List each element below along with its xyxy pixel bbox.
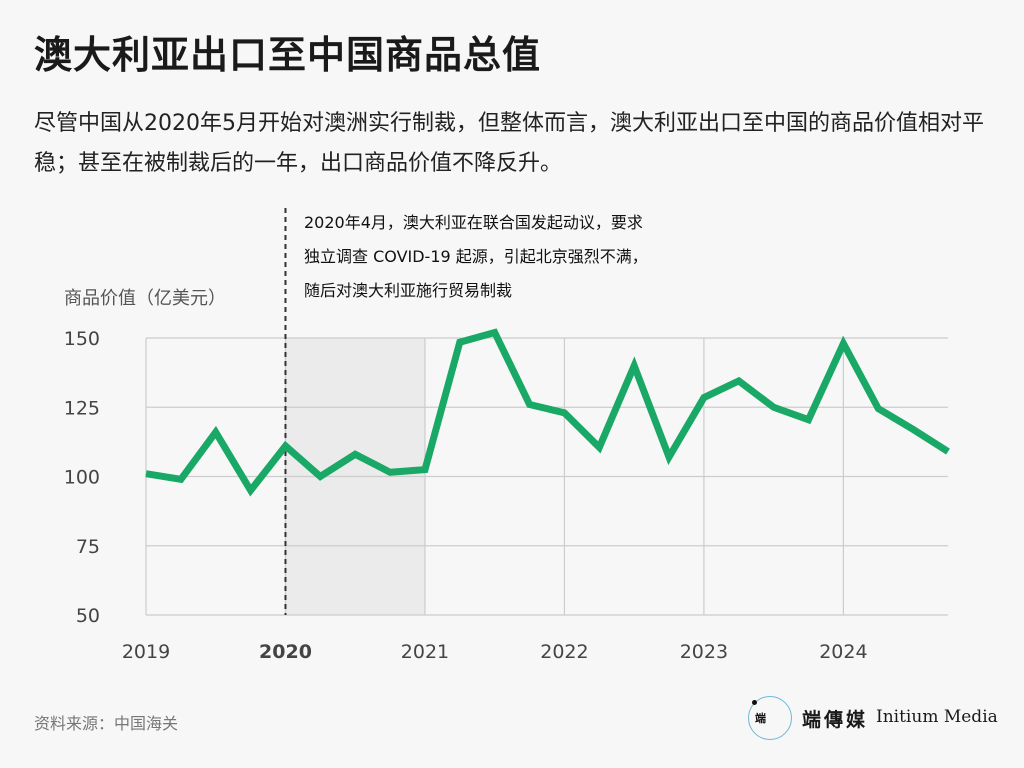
x-tick-label: 2019: [122, 641, 170, 663]
annotation-line: 独立调查 COVID-19 起源，引起北京强烈不满，: [304, 247, 648, 266]
source-note: 资料来源：中国海关: [34, 714, 179, 733]
y-tick-label: 150: [64, 328, 100, 350]
annotation-line: 随后对澳大利亚施行贸易制裁: [304, 281, 512, 300]
logo-glyph: 端: [755, 712, 766, 725]
y-tick-label: 75: [76, 536, 100, 558]
logo-dot-icon: [752, 700, 757, 705]
chart-subtitle: 尽管中国从2020年5月开始对澳洲实行制裁，但整体而言，澳大利亚出口至中国的商品…: [34, 111, 984, 176]
y-tick-label: 50: [76, 605, 100, 627]
x-tick-label: 2024: [819, 641, 867, 663]
x-tick-label: 2020: [259, 641, 312, 663]
x-tick-label: 2021: [401, 641, 449, 663]
initium-media-logo: 端 端傳媒 Initium Media: [728, 692, 1008, 744]
y-tick-label: 100: [64, 467, 100, 489]
x-tick-label: 2023: [680, 641, 728, 663]
logo-english-name: Initium Media: [876, 707, 998, 727]
x-tick-label: 2022: [540, 641, 588, 663]
logo-chinese-name: 端傳媒: [802, 709, 869, 731]
logo-circle-icon: 端: [748, 696, 792, 740]
y-tick-label: 125: [64, 397, 100, 419]
chart-title: 澳大利亚出口至中国商品总值: [34, 33, 542, 77]
y-axis-label: 商品价值（亿美元）: [64, 288, 226, 309]
export-value-line: [145, 328, 950, 497]
annotation-line: 2020年4月，澳大利亚在联合国发起动议，要求: [304, 213, 643, 232]
